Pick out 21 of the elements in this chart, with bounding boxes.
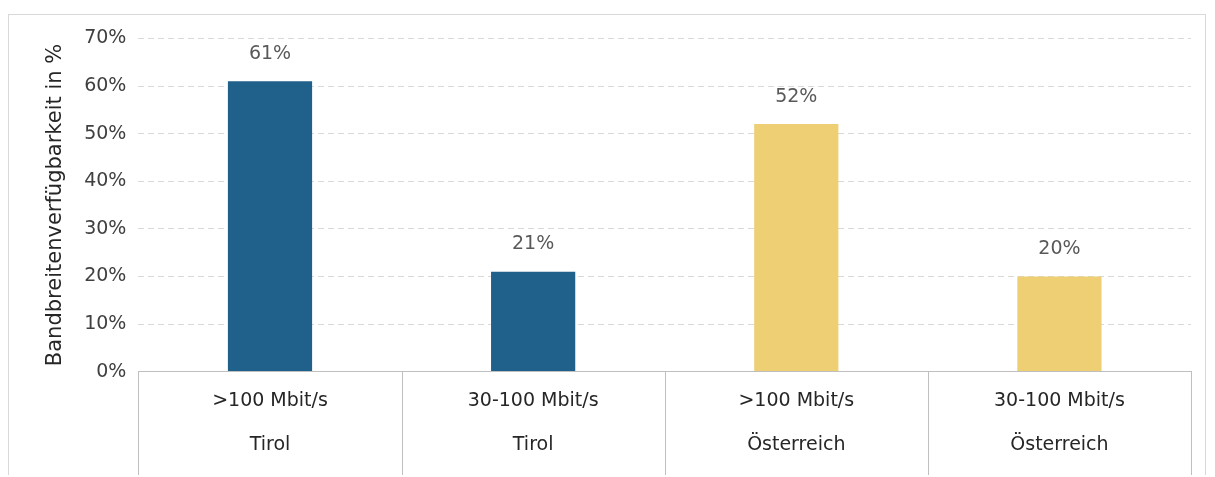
data-label: 52% bbox=[775, 83, 818, 106]
data-label: 20% bbox=[1038, 235, 1081, 258]
data-label: 61% bbox=[248, 40, 292, 63]
bar bbox=[754, 124, 839, 372]
bar bbox=[227, 81, 313, 372]
x-tick-label: 30-100 Mbit/s Tirol bbox=[467, 388, 599, 455]
y-tick-label: 60% bbox=[84, 72, 127, 95]
y-axis-title: Bandbreitenverfügbarkeit in % bbox=[42, 43, 67, 367]
bar bbox=[491, 271, 576, 372]
x-tick-label: >100 Mbit/s Tirol bbox=[212, 388, 328, 455]
y-tick-label: 50% bbox=[84, 120, 127, 143]
data-label: 21% bbox=[512, 231, 555, 254]
x-tick-label: 30-100 Mbit/s Österreich bbox=[994, 388, 1125, 455]
y-tick-label: 10% bbox=[84, 310, 127, 333]
bar bbox=[1017, 276, 1102, 372]
y-tick-label: 20% bbox=[84, 263, 127, 286]
y-tick-label: 30% bbox=[84, 215, 127, 238]
x-tick-label: >100 Mbit/s Österreich bbox=[738, 388, 855, 455]
y-tick-label: 70% bbox=[84, 25, 127, 48]
y-tick-label: 40% bbox=[84, 168, 127, 191]
y-tick-label: 0% bbox=[96, 358, 127, 381]
